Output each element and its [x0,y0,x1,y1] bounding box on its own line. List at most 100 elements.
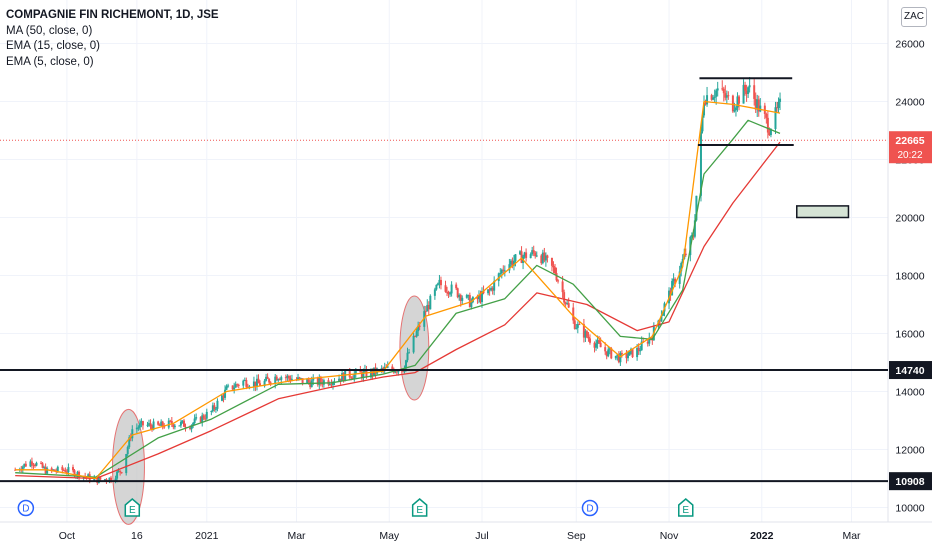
candle-body [487,289,490,294]
candle-body [53,469,56,472]
candle-body [620,353,623,355]
currency-button[interactable]: ZAC [901,7,927,27]
earnings-marker[interactable]: E [678,498,694,517]
candle-body [205,411,208,419]
earnings-marker[interactable]: E [411,498,428,517]
level-price-label: 14740 [895,365,924,377]
candle-body [182,420,185,427]
candle-body [584,331,587,338]
candle-body [370,369,373,378]
candle-body [21,466,24,470]
candle-body [157,421,160,425]
candle-body [595,343,598,348]
candle-body [678,271,681,284]
candle-body [178,425,181,427]
candle-body [138,423,141,428]
candle-body [284,377,287,379]
candle-body [426,304,429,312]
candle-body [493,281,496,291]
candle-body [137,427,140,429]
candle-body [447,291,450,295]
candle-body [32,464,35,466]
candle-body [114,478,117,482]
candle-body [567,303,570,308]
candle-body [76,471,79,476]
candle-body [541,252,544,264]
candle-body [163,426,166,428]
candle-body [214,408,217,410]
candle-body [658,320,661,322]
candle-body [681,258,684,264]
candle-body [190,425,193,430]
candle-body [148,423,151,425]
candle-body [578,324,581,326]
candle-body [695,195,698,221]
candle-body [116,471,119,479]
candle-body [561,281,564,293]
candle-body [362,371,365,378]
indicator-ema5-label[interactable]: EMA (5, close, 0) [6,55,94,68]
candle-body [173,425,176,428]
candle-body [199,417,202,423]
candle-body [265,376,268,381]
candle-body [660,315,663,322]
dividend-marker[interactable]: D [581,499,599,517]
candle-body [234,384,237,388]
candle-body [617,354,620,363]
price-tick-label: 26000 [895,39,924,51]
candle-body [699,131,702,196]
price-tick-label: 20000 [895,213,924,225]
candle-body [531,250,534,255]
indicator-ema15-label[interactable]: EMA (15, close, 0) [6,40,100,52]
candle-body [727,95,730,97]
candle-body [252,381,255,387]
candle-body [99,477,102,480]
candle-body [585,331,588,337]
user-drawings[interactable] [0,77,888,483]
candle-body [351,377,354,379]
candle-body [312,378,315,381]
target-box [796,205,850,219]
earnings-marker-shape [411,498,428,517]
chart-overlay [0,139,888,525]
candle-body [435,284,438,290]
last-price-label-bg [889,131,932,164]
candle-body [745,90,748,94]
candle-body [724,93,727,98]
candle-body [690,235,693,237]
earnings-marker-label: E [129,505,136,516]
candle-body [146,424,149,426]
earnings-marker-label: E [682,505,689,516]
candle-body [529,254,532,259]
candle-body [298,377,301,379]
candle-body [776,107,778,109]
candle-body [616,354,619,356]
candle-body [417,325,420,332]
candle-body [181,420,184,422]
candle-body [93,478,96,481]
candle-body [259,383,262,387]
candle-body [193,418,196,424]
dividend-marker-circle [581,499,599,517]
candle-body [722,88,725,94]
dividend-marker[interactable]: D [17,499,35,517]
indicator-ma50-label[interactable]: MA (50, close, 0) [6,24,93,37]
candle-body [360,372,363,378]
level-price-label-bg [889,361,932,380]
candle-body [141,421,144,426]
candle-body [222,395,225,398]
candle-body [715,90,718,97]
symbol-title[interactable]: COMPAGNIE FIN RICHEMONT, 1D, JSE [6,9,219,21]
candle-body [433,289,436,296]
candle-body [41,463,44,468]
price-tick-label: 24000 [895,97,924,109]
candle-body [64,470,67,472]
candle-body [757,99,760,112]
candle-body [297,377,300,380]
candle-body [604,347,607,352]
time-tick-label: Mar [842,530,861,542]
candle-body [438,279,441,284]
earnings-marker[interactable]: E [124,498,141,517]
